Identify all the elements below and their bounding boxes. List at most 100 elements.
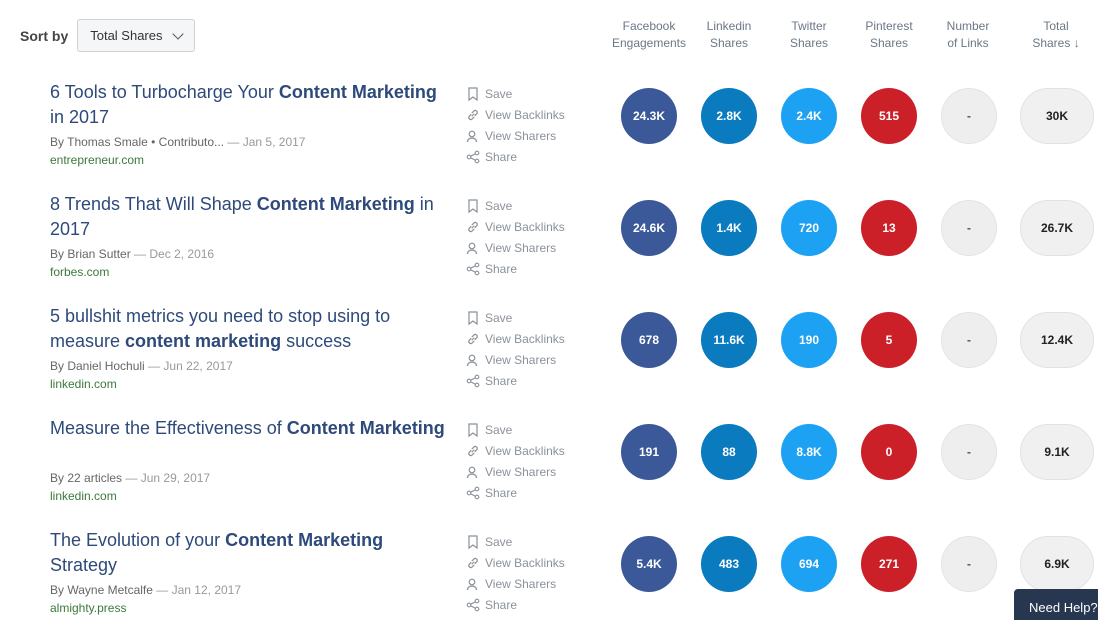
column-header-line: Shares [789,36,829,50]
column-header-links[interactable]: Number of Links [926,18,1010,52]
links-count-badge[interactable]: - [941,424,997,480]
article-title-link[interactable]: 6 Tools to Turbocharge Your Content Mark… [50,80,445,130]
article-author[interactable]: By Thomas Smale • Contributo... [50,135,225,149]
view-backlinks-link[interactable]: View Backlinks [466,104,565,125]
pinterest-count-badge: 515 [861,88,917,144]
article-title-link[interactable]: The Evolution of your Content Marketing … [50,528,445,578]
share-button[interactable]: Share [466,258,565,279]
action-label: Share [485,485,518,500]
share-icon [466,262,480,276]
pinterest-count-badge: 271 [861,536,917,592]
action-label: Share [485,373,518,388]
need-help-button[interactable]: Need Help? [1014,589,1098,620]
article-author[interactable]: By Daniel Hochuli [50,359,145,373]
article-meta: By Wayne Metcalfe — Jan 12, 2017 [50,583,241,597]
twitter-count-badge: 694 [781,536,837,592]
share-icon [466,374,480,388]
title-text: success [281,331,352,351]
links-count-badge[interactable]: - [941,200,997,256]
article-domain-link[interactable]: linkedin.com [50,377,117,391]
save-button[interactable]: Save [466,195,565,216]
view-backlinks-link[interactable]: View Backlinks [466,216,565,237]
share-button[interactable]: Share [466,482,565,503]
pinterest-count-badge: 13 [861,200,917,256]
article-date: — Jan 12, 2017 [156,583,242,597]
link-icon [466,220,480,234]
column-header-linkedin[interactable]: Linkedin Shares [687,18,771,52]
column-header-line: Engagements [611,36,687,50]
action-label: Save [485,86,513,101]
title-text: 5 bullshit metrics you need to stop usin… [50,306,391,351]
title-text: 8 Trends That Will Shape [50,194,257,214]
article-author[interactable]: By Wayne Metcalfe [50,583,153,597]
person-icon [466,241,480,255]
title-keyword: content marketing [125,331,282,351]
view-sharers-link[interactable]: View Sharers [466,349,565,370]
action-label: View Backlinks [485,443,565,458]
result-row: Measure the Effectiveness of Content Mar… [0,416,1098,528]
title-keyword: Content Marketing [256,194,415,214]
facebook-count-badge: 24.3K [621,88,677,144]
share-button[interactable]: Share [466,370,565,391]
total-shares-badge: 26.7K [1020,200,1094,256]
article-author[interactable]: By Brian Sutter [50,247,131,261]
article-domain-link[interactable]: entrepreneur.com [50,153,145,167]
column-header-facebook[interactable]: Facebook Engagements [607,18,691,52]
title-text: Measure the Effectiveness of [50,418,287,438]
chevron-down-icon [172,27,184,40]
title-keyword: Content Marketing [278,82,437,102]
links-count-badge[interactable]: - [941,536,997,592]
view-backlinks-link[interactable]: View Backlinks [466,440,565,461]
share-button[interactable]: Share [466,594,565,615]
view-sharers-link[interactable]: View Sharers [466,237,565,258]
view-sharers-link[interactable]: View Sharers [466,125,565,146]
link-icon [466,556,480,570]
column-header-line: Shares [869,36,909,50]
action-label: View Sharers [485,240,557,255]
article-date: — Jun 22, 2017 [148,359,233,373]
save-button[interactable]: Save [466,531,565,552]
view-sharers-link[interactable]: View Sharers [466,461,565,482]
save-button[interactable]: Save [466,419,565,440]
bookmark-icon [466,198,480,213]
view-backlinks-link[interactable]: View Backlinks [466,552,565,573]
article-domain-link[interactable]: almighty.press [50,601,127,615]
article-domain-link[interactable]: forbes.com [50,265,110,279]
action-label: View Backlinks [485,555,565,570]
action-label: View Sharers [485,576,557,591]
column-header-line: Linkedin [706,19,752,33]
share-button[interactable]: Share [466,146,565,167]
column-header-twitter[interactable]: Twitter Shares [767,18,851,52]
sort-dropdown[interactable]: Total Shares [77,19,196,52]
article-title-link[interactable]: 8 Trends That Will Shape Content Marketi… [50,192,445,242]
action-label: Share [485,149,518,164]
column-header-total[interactable]: Total Shares ↓ [1014,18,1098,52]
column-header-line: of Links [947,36,989,50]
article-author[interactable]: By 22 articles [50,471,123,485]
facebook-count-badge: 5.4K [621,536,677,592]
sort-label: Sort by [20,27,69,44]
column-header-line: Shares [709,36,749,50]
column-header-line: Twitter [791,19,827,33]
action-label: Share [485,261,518,276]
action-label: Share [485,597,518,612]
links-count-badge[interactable]: - [941,312,997,368]
column-header-pinterest[interactable]: Pinterest Shares [847,18,931,52]
linkedin-count-badge: 483 [701,536,757,592]
article-domain-link[interactable]: linkedin.com [50,489,117,503]
view-sharers-link[interactable]: View Sharers [466,573,565,594]
save-button[interactable]: Save [466,307,565,328]
save-button[interactable]: Save [466,83,565,104]
action-label: Save [485,534,513,549]
share-icon [466,486,480,500]
article-title-link[interactable]: Measure the Effectiveness of Content Mar… [50,416,445,441]
total-shares-badge: 9.1K [1020,424,1094,480]
column-header-line: Shares ↓ [1014,35,1098,52]
twitter-count-badge: 8.8K [781,424,837,480]
facebook-count-badge: 678 [621,312,677,368]
sort-dropdown-value: Total Shares [90,28,163,43]
title-keyword: Content Marketing [225,530,384,550]
view-backlinks-link[interactable]: View Backlinks [466,328,565,349]
links-count-badge[interactable]: - [941,88,997,144]
article-title-link[interactable]: 5 bullshit metrics you need to stop usin… [50,304,445,354]
